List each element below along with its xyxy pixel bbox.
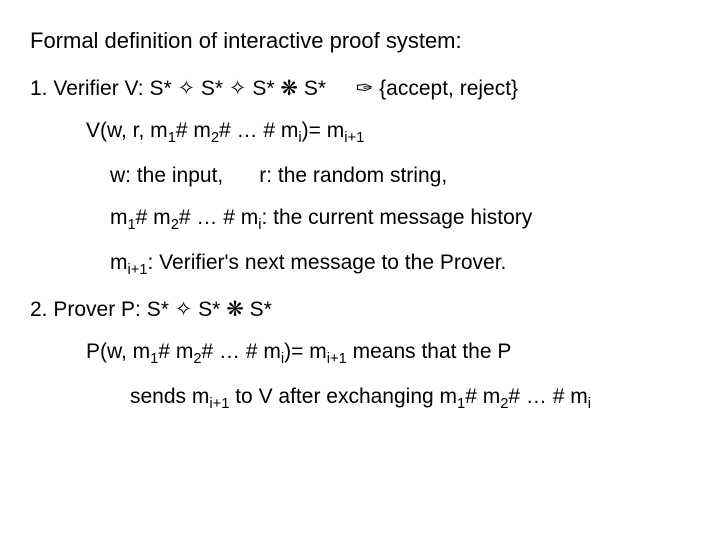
- prover-function: P(w, m1# m2# … # mi)= mi+1 means that th…: [86, 340, 690, 367]
- slide-title: Formal definition of interactive proof s…: [30, 28, 690, 54]
- verifier-sig: S* ✧ S* ✧ S* ❋ S* ✑ {accept, reject}: [149, 77, 518, 100]
- verifier-prefix: 1. Verifier V:: [30, 77, 149, 100]
- r-label: r: the random string,: [259, 164, 447, 187]
- verifier-signature: 1. Verifier V: S* ✧ S* ✧ S* ❋ S* ✑ {acce…: [30, 76, 690, 101]
- slide-root: Formal definition of interactive proof s…: [0, 0, 720, 450]
- prover-signature: 2. Prover P: S* ✧ S* ❋ S*: [30, 297, 690, 322]
- input-labels: w: the input, r: the random string,: [110, 164, 690, 188]
- prover-sig: S* ✧ S* ❋ S*: [147, 298, 272, 321]
- message-history: m1# m2# … # mi: the current message hist…: [110, 206, 690, 233]
- w-label: w: the input,: [110, 164, 223, 187]
- verifier-function: V(w, r, m1# m2# … # mi)= mi+1: [86, 119, 690, 146]
- next-message: mi+1: Verifier's next message to the Pro…: [110, 251, 690, 278]
- prover-sends: sends mi+1 to V after exchanging m1# m2#…: [130, 385, 690, 412]
- prover-prefix: 2. Prover P:: [30, 298, 147, 321]
